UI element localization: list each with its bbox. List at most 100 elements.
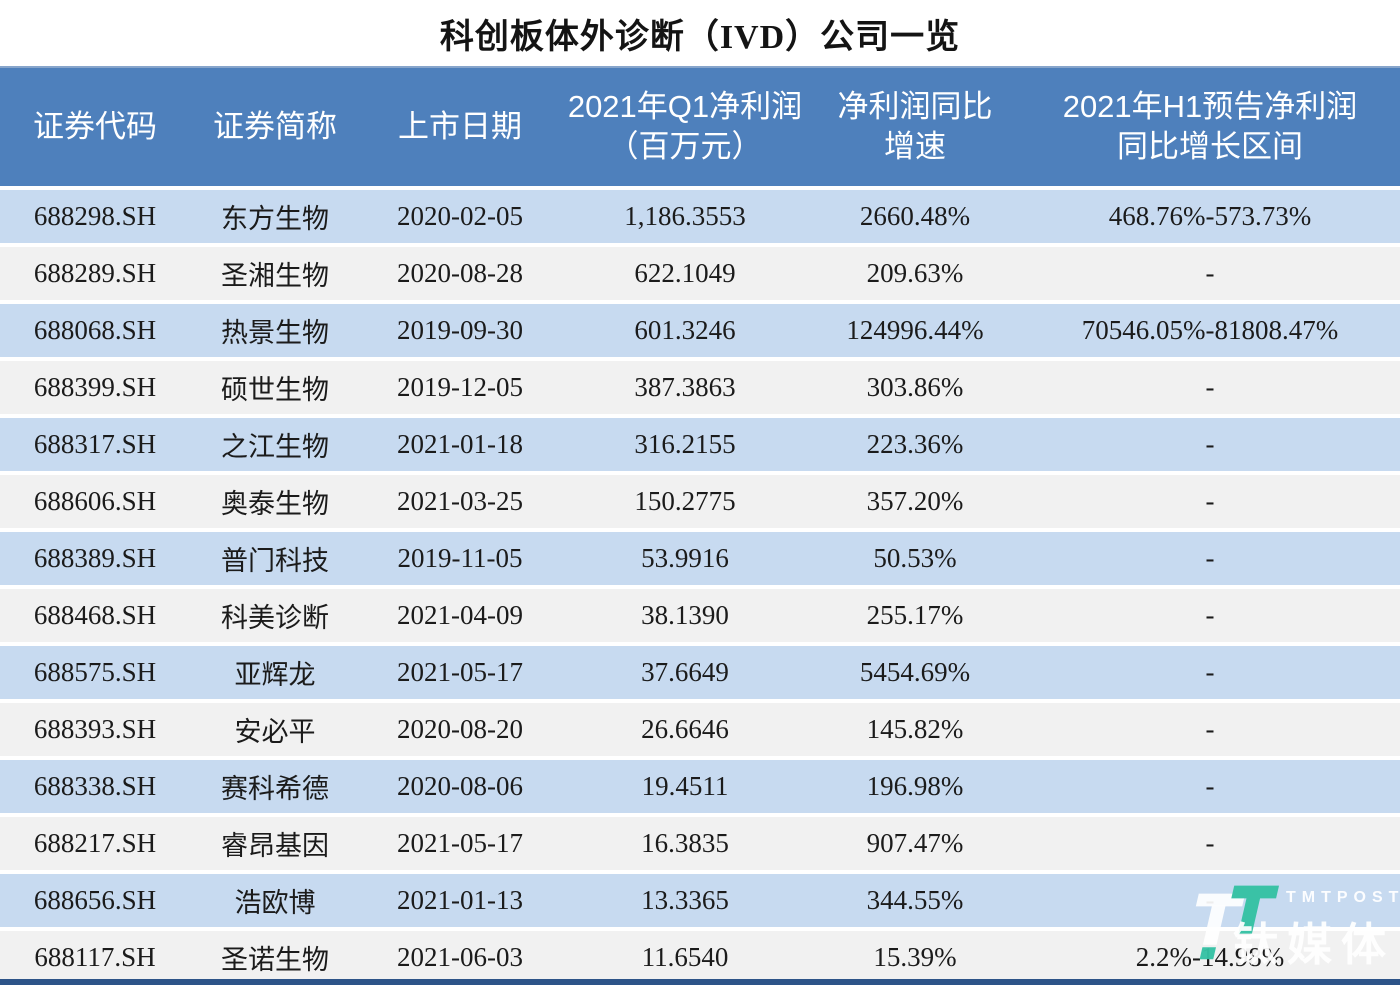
table-cell: 70546.05%-81808.47% bbox=[1020, 304, 1400, 361]
table-cell: 688656.SH bbox=[0, 874, 190, 931]
table-row: 688389.SH 普门科技 2019-11-05 53.9916 50.53% - bbox=[0, 532, 1400, 589]
table-cell: 赛科希德 bbox=[190, 760, 360, 817]
table-cell: 普门科技 bbox=[190, 532, 360, 589]
table-cell: 2021-04-09 bbox=[360, 589, 560, 646]
table-cell: 255.17% bbox=[810, 589, 1020, 646]
table-cell: 688217.SH bbox=[0, 817, 190, 874]
column-header-h1-forecast-range: 2021年H1预告净利润 同比增长区间 bbox=[1020, 66, 1400, 190]
table-cell: 2019-11-05 bbox=[360, 532, 560, 589]
table-cell: 亚辉龙 bbox=[190, 646, 360, 703]
table-cell: 16.3835 bbox=[560, 817, 810, 874]
table-cell: 东方生物 bbox=[190, 190, 360, 247]
table-cell: 2021-03-25 bbox=[360, 475, 560, 532]
table-cell: - bbox=[1020, 646, 1400, 703]
table-row: 688575.SH 亚辉龙 2021-05-17 37.6649 5454.69% - bbox=[0, 646, 1400, 703]
table-cell: 223.36% bbox=[810, 418, 1020, 475]
table-cell: 圣湘生物 bbox=[190, 247, 360, 304]
table-cell: 344.55% bbox=[810, 874, 1020, 931]
table-cell: - bbox=[1020, 247, 1400, 304]
table-cell: 硕世生物 bbox=[190, 361, 360, 418]
ivd-companies-table: 证券代码 证券简称 上市日期 2021年Q1净利润 （百万元） 净利润同比 增速… bbox=[0, 66, 1400, 988]
table-cell: 688298.SH bbox=[0, 190, 190, 247]
table-cell: 26.6646 bbox=[560, 703, 810, 760]
table-cell: 688389.SH bbox=[0, 532, 190, 589]
table-cell: 2020-08-20 bbox=[360, 703, 560, 760]
table-cell: 科美诊断 bbox=[190, 589, 360, 646]
table-cell: 奥泰生物 bbox=[190, 475, 360, 532]
column-header-code: 证券代码 bbox=[0, 66, 190, 190]
table-cell: 睿昂基因 bbox=[190, 817, 360, 874]
column-header-yoy-growth: 净利润同比 增速 bbox=[810, 66, 1020, 190]
table-row: 688117.SH 圣诺生物 2021-06-03 11.6540 15.39% 2.2%… bbox=[0, 931, 1400, 988]
table-cell: 124996.44% bbox=[810, 304, 1020, 361]
table-cell: 15.39% bbox=[810, 931, 1020, 988]
table-row: 688317.SH 之江生物 2021-01-18 316.2155 223.36% - bbox=[0, 418, 1400, 475]
table-row: 688068.SH 热景生物 2019-09-30 601.3246 124996.44… bbox=[0, 304, 1400, 361]
table-cell: - bbox=[1020, 817, 1400, 874]
table-cell: 688393.SH bbox=[0, 703, 190, 760]
table-cell: - bbox=[1020, 703, 1400, 760]
table-cell: - bbox=[1020, 589, 1400, 646]
table-body: 688298.SH 东方生物 2020-02-05 1,186.3553 2660.48… bbox=[0, 190, 1400, 988]
table-cell: 37.6649 bbox=[560, 646, 810, 703]
table-row: 688338.SH 赛科希德 2020-08-06 19.4511 196.98% - bbox=[0, 760, 1400, 817]
table-cell: 2021-01-18 bbox=[360, 418, 560, 475]
table-cell: 688289.SH bbox=[0, 247, 190, 304]
column-header-listing-date: 上市日期 bbox=[360, 66, 560, 190]
table-row: 688399.SH 硕世生物 2019-12-05 387.3863 303.86% - bbox=[0, 361, 1400, 418]
table-row: 688298.SH 东方生物 2020-02-05 1,186.3553 2660.48… bbox=[0, 190, 1400, 247]
table-row: 688468.SH 科美诊断 2021-04-09 38.1390 255.17% - bbox=[0, 589, 1400, 646]
table-row: 688217.SH 睿昂基因 2021-05-17 16.3835 907.47% - bbox=[0, 817, 1400, 874]
table-cell: 688338.SH bbox=[0, 760, 190, 817]
table-cell: - bbox=[1020, 361, 1400, 418]
table-cell: - bbox=[1020, 874, 1400, 931]
table-cell: 601.3246 bbox=[560, 304, 810, 361]
table-cell: 303.86% bbox=[810, 361, 1020, 418]
table-bottom-border bbox=[0, 979, 1400, 985]
table-cell: 安必平 bbox=[190, 703, 360, 760]
table-cell: 圣诺生物 bbox=[190, 931, 360, 988]
table-cell: 19.4511 bbox=[560, 760, 810, 817]
header-row: 证券代码 证券简称 上市日期 2021年Q1净利润 （百万元） 净利润同比 增速… bbox=[0, 66, 1400, 190]
table-cell: 907.47% bbox=[810, 817, 1020, 874]
table-cell: 2021-01-13 bbox=[360, 874, 560, 931]
table-cell: 38.1390 bbox=[560, 589, 810, 646]
table-cell: 2019-12-05 bbox=[360, 361, 560, 418]
table-cell: 11.6540 bbox=[560, 931, 810, 988]
table-cell: 622.1049 bbox=[560, 247, 810, 304]
table-cell: 热景生物 bbox=[190, 304, 360, 361]
table-cell: 2021-05-17 bbox=[360, 646, 560, 703]
page-title: 科创板体外诊断（IVD）公司一览 bbox=[439, 18, 961, 56]
table-cell: 688317.SH bbox=[0, 418, 190, 475]
table-cell: 688468.SH bbox=[0, 589, 190, 646]
table-cell: 53.9916 bbox=[560, 532, 810, 589]
table-cell: 468.76%-573.73% bbox=[1020, 190, 1400, 247]
table-cell: 1,186.3553 bbox=[560, 190, 810, 247]
table-cell: 之江生物 bbox=[190, 418, 360, 475]
table-cell: - bbox=[1020, 475, 1400, 532]
table-row: 688393.SH 安必平 2020-08-20 26.6646 145.82% - bbox=[0, 703, 1400, 760]
table-cell: 2021-06-03 bbox=[360, 931, 560, 988]
table-cell: 688399.SH bbox=[0, 361, 190, 418]
table-cell: 2660.48% bbox=[810, 190, 1020, 247]
table-cell: 13.3365 bbox=[560, 874, 810, 931]
table-cell: 150.2775 bbox=[560, 475, 810, 532]
table-cell: - bbox=[1020, 760, 1400, 817]
table-cell: - bbox=[1020, 532, 1400, 589]
table-cell: 2020-02-05 bbox=[360, 190, 560, 247]
table-cell: 145.82% bbox=[810, 703, 1020, 760]
table-cell: 387.3863 bbox=[560, 361, 810, 418]
table-cell: 2021-05-17 bbox=[360, 817, 560, 874]
table-cell: - bbox=[1020, 418, 1400, 475]
table-cell: 50.53% bbox=[810, 532, 1020, 589]
table-cell: 357.20% bbox=[810, 475, 1020, 532]
table-cell: 2020-08-06 bbox=[360, 760, 560, 817]
table-cell: 688606.SH bbox=[0, 475, 190, 532]
column-header-q1-net-profit: 2021年Q1净利润 （百万元） bbox=[560, 66, 810, 190]
table-cell: 浩欧博 bbox=[190, 874, 360, 931]
table-cell: 316.2155 bbox=[560, 418, 810, 475]
table-header: 证券代码 证券简称 上市日期 2021年Q1净利润 （百万元） 净利润同比 增速… bbox=[0, 66, 1400, 190]
table-row: 688606.SH 奥泰生物 2021-03-25 150.2775 357.20% - bbox=[0, 475, 1400, 532]
table-cell: 688575.SH bbox=[0, 646, 190, 703]
column-header-name: 证券简称 bbox=[190, 66, 360, 190]
